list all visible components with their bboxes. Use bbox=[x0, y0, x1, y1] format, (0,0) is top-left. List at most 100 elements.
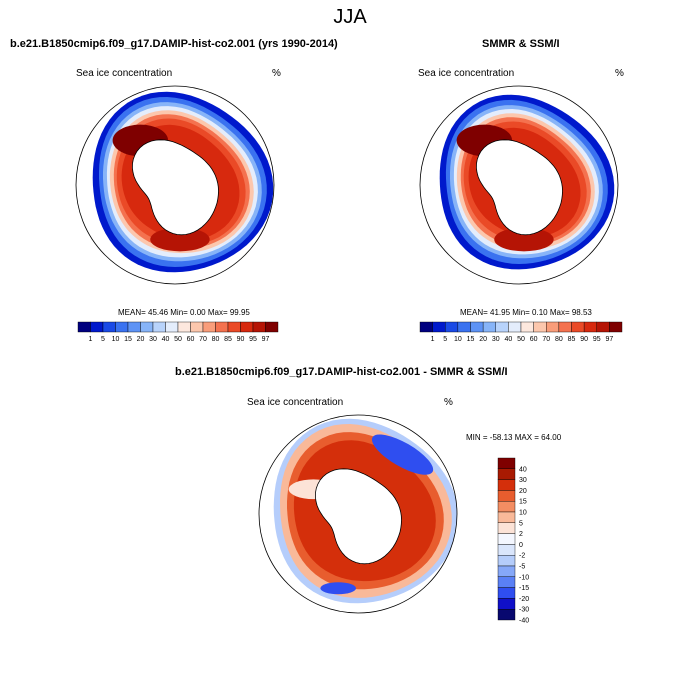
colorbar-tick-label: 60 bbox=[187, 336, 195, 343]
colorbar-tick-label: 30 bbox=[492, 336, 500, 343]
colorbar-tick-label: -30 bbox=[519, 607, 529, 614]
diff-negative-bottom bbox=[320, 582, 357, 595]
colorbar-swatch bbox=[227, 321, 241, 333]
map-border bbox=[419, 85, 619, 285]
colorbar-swatch bbox=[77, 321, 91, 333]
panel3-variable-label: Sea ice concentration bbox=[247, 397, 344, 408]
panel1-title: b.e21.B1850cmip6.f09_g17.DAMIP-hist-co2.… bbox=[10, 38, 338, 50]
panel2-units-label: % bbox=[615, 68, 624, 79]
colorbar-tick-label: -10 bbox=[519, 574, 529, 581]
colorbar-swatch bbox=[445, 321, 459, 333]
colorbar-tick-label: -20 bbox=[519, 596, 529, 603]
colorbar-tick-label: 40 bbox=[504, 336, 512, 343]
colorbar-swatch bbox=[497, 576, 516, 588]
colorbar-tick-label: 15 bbox=[519, 499, 527, 506]
colorbar-swatch bbox=[165, 321, 179, 333]
colorbar-tick-label: 40 bbox=[162, 336, 170, 343]
colorbar-swatch bbox=[265, 321, 279, 333]
colorbar-tick-label: 10 bbox=[112, 336, 120, 343]
panel1-variable-label: Sea ice concentration bbox=[76, 68, 173, 79]
colorbar-2: 1 5 10 15 20 30 40 50 60 70 80 85 90 95 97 bbox=[419, 321, 623, 343]
diff-negative-upper-right bbox=[371, 434, 434, 475]
colorbar-swatch bbox=[497, 609, 516, 621]
colorbar-tick-label: 20 bbox=[519, 488, 527, 495]
colorbar-swatch bbox=[497, 555, 516, 567]
colorbar-tick-label: 40 bbox=[519, 466, 527, 473]
colorbar-swatch bbox=[482, 321, 496, 333]
colorbar-swatch bbox=[177, 321, 191, 333]
colorbar-swatch bbox=[102, 321, 116, 333]
colorbar-swatch bbox=[497, 598, 516, 610]
polar-map-3 bbox=[258, 414, 458, 614]
polar-map-1 bbox=[75, 85, 275, 285]
colorbar-tick-label: 10 bbox=[519, 510, 527, 517]
colorbar-swatch bbox=[215, 321, 229, 333]
colorbar-swatch bbox=[497, 490, 516, 502]
colorbar-swatch bbox=[546, 321, 560, 333]
colorbar-tick-label: 70 bbox=[542, 336, 550, 343]
colorbar-swatch bbox=[520, 321, 534, 333]
figure-title: JJA bbox=[333, 6, 367, 28]
colorbar-1: 1 5 10 15 20 30 40 50 60 70 80 85 90 95 97 bbox=[77, 321, 279, 343]
colorbar-tick-label: 95 bbox=[593, 336, 601, 343]
colorbar-swatch bbox=[497, 522, 516, 534]
panel3-stats: MIN = -58.13 MAX = 64.00 bbox=[466, 433, 562, 442]
map-border bbox=[75, 85, 275, 285]
colorbar-swatch bbox=[497, 565, 516, 578]
colorbar-tick-label: 85 bbox=[224, 336, 232, 343]
colorbar-tick-label: 1 bbox=[431, 336, 435, 343]
colorbar-swatch bbox=[497, 533, 516, 545]
ross-high-ice bbox=[150, 227, 210, 252]
colorbar-swatch bbox=[497, 457, 516, 470]
polar-map-2 bbox=[419, 85, 619, 285]
colorbar-swatch bbox=[495, 321, 509, 333]
colorbar-tick-label: 20 bbox=[137, 336, 145, 343]
map-border bbox=[258, 414, 458, 614]
colorbar-swatch bbox=[240, 321, 254, 333]
antarctica-outline bbox=[131, 139, 219, 236]
colorbar-tick-label: 1 bbox=[89, 336, 93, 343]
colorbar-tick-label: 2 bbox=[519, 531, 523, 538]
colorbar-swatch bbox=[558, 321, 572, 333]
colorbar-swatch bbox=[432, 321, 446, 333]
colorbar-swatch bbox=[419, 321, 433, 333]
colorbar-tick-label: 70 bbox=[199, 336, 207, 343]
colorbar-swatch bbox=[470, 321, 484, 333]
colorbar-tick-label: 50 bbox=[517, 336, 525, 343]
panel1-stats: MEAN= 45.46 Min= 0.00 Max= 99.95 bbox=[118, 308, 250, 317]
ross-high-ice bbox=[494, 227, 554, 252]
colorbar-swatch bbox=[497, 501, 516, 513]
colorbar-tick-label: 90 bbox=[580, 336, 588, 343]
colorbar-tick-label: 97 bbox=[605, 336, 613, 343]
colorbar-tick-label: 20 bbox=[479, 336, 487, 343]
colorbar-tick-label: 10 bbox=[454, 336, 462, 343]
panel2-variable-label: Sea ice concentration bbox=[418, 68, 515, 79]
colorbar-tick-label: 15 bbox=[467, 336, 475, 343]
colorbar-tick-label: 60 bbox=[530, 336, 538, 343]
colorbar-tick-label: -5 bbox=[519, 564, 525, 571]
colorbar-tick-label: 95 bbox=[249, 336, 257, 343]
colorbar-tick-label: 5 bbox=[443, 336, 447, 343]
colorbar-swatch bbox=[152, 321, 166, 333]
colorbar-tick-label: 5 bbox=[519, 520, 523, 527]
colorbar-swatch bbox=[90, 321, 104, 333]
colorbar-swatch bbox=[497, 479, 516, 491]
colorbar-tick-label: -2 bbox=[519, 553, 525, 560]
panel3-title: b.e21.B1850cmip6.f09_g17.DAMIP-hist-co2.… bbox=[175, 366, 508, 378]
colorbar-swatch bbox=[497, 587, 516, 599]
colorbar-swatch bbox=[497, 511, 516, 524]
colorbar-tick-label: 80 bbox=[212, 336, 220, 343]
colorbar-swatch bbox=[190, 321, 204, 333]
colorbar-tick-label: 0 bbox=[519, 542, 523, 549]
colorbar-tick-label: 30 bbox=[149, 336, 157, 343]
colorbar-swatch bbox=[127, 321, 141, 333]
colorbar-tick-label: 30 bbox=[519, 477, 527, 484]
colorbar-swatch bbox=[115, 321, 129, 333]
colorbar-tick-label: 15 bbox=[124, 336, 132, 343]
colorbar-swatch bbox=[583, 321, 597, 333]
colorbar-tick-label: 90 bbox=[237, 336, 245, 343]
colorbar-swatch bbox=[533, 321, 547, 333]
panel2-title: SMMR & SSM/I bbox=[482, 38, 560, 50]
